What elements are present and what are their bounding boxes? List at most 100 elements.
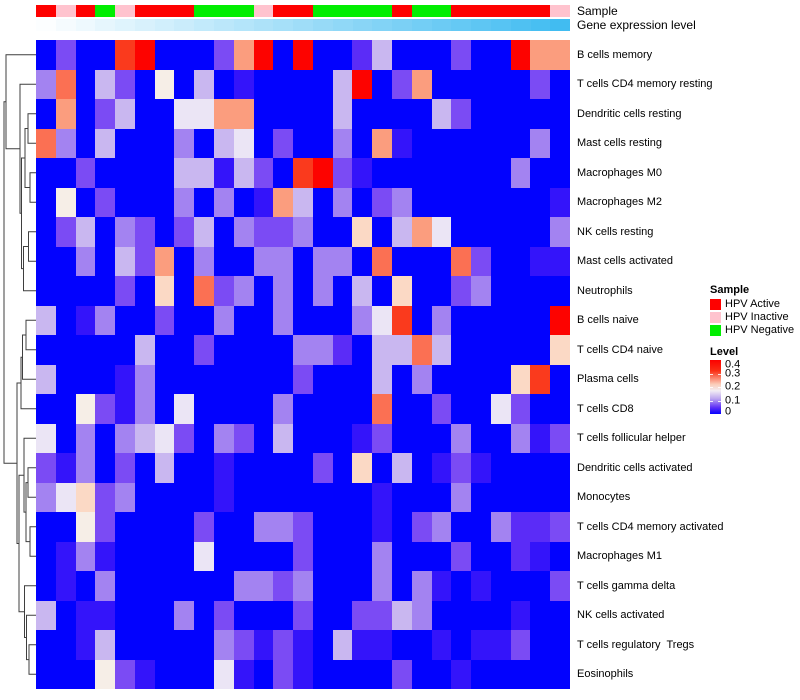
- heatmap-cell: [550, 630, 570, 660]
- heatmap-cell: [431, 512, 452, 542]
- heatmap-cell: [490, 423, 511, 453]
- heatmap-cell: [273, 600, 294, 630]
- heatmap-cell: [431, 276, 452, 306]
- heatmap-cell: [55, 630, 76, 660]
- expression-annotation-cell: [510, 19, 531, 31]
- heatmap-cell: [253, 630, 274, 660]
- sample-annotation-cell: [55, 5, 76, 17]
- heatmap-cell: [55, 99, 76, 129]
- heatmap-cell: [372, 128, 392, 158]
- heatmap-cell: [174, 453, 195, 483]
- heatmap-cell: [451, 541, 472, 571]
- heatmap-cell: [115, 187, 135, 217]
- heatmap-cell: [352, 187, 373, 217]
- heatmap-cell: [431, 40, 452, 70]
- heatmap-cell: [451, 482, 472, 512]
- row-label: Dendritic cells resting: [577, 107, 682, 120]
- heatmap-cell: [550, 305, 570, 335]
- heatmap-cell: [273, 246, 294, 276]
- heatmap-cell: [451, 512, 472, 542]
- level-tick-label: 0.1: [725, 394, 741, 406]
- heatmap-cell: [392, 128, 412, 158]
- row-label: T cells CD8: [577, 402, 634, 415]
- heatmap-cell: [194, 158, 214, 188]
- row-label: Macrophages M1: [577, 550, 662, 563]
- heatmap-cell: [95, 630, 116, 660]
- heatmap-cell: [95, 423, 116, 453]
- heatmap-cell: [115, 128, 135, 158]
- heatmap-cell: [312, 276, 333, 306]
- heatmap-cell: [214, 128, 234, 158]
- heatmap-cell: [550, 335, 570, 365]
- heatmap-cell: [332, 128, 353, 158]
- heatmap-cell: [312, 512, 333, 542]
- heatmap-cell: [253, 246, 274, 276]
- heatmap-cell: [233, 541, 254, 571]
- legend-level-title: Level: [710, 346, 739, 358]
- row-label: T cells regulatory Tregs: [577, 638, 695, 651]
- level-colorbar-wrap: 0.4 0.3 0.2 0.1 0: [710, 358, 770, 417]
- sample-annotation-cell: [510, 5, 531, 17]
- heatmap-cell: [55, 571, 76, 601]
- heatmap-cell: [332, 482, 353, 512]
- heatmap-cell: [510, 364, 531, 394]
- heatmap-cell: [95, 276, 116, 306]
- heatmap-cell: [372, 630, 392, 660]
- heatmap-cell: [411, 541, 432, 571]
- heatmap-cell: [253, 158, 274, 188]
- heatmap-cell: [194, 659, 214, 689]
- heatmap-cell: [451, 158, 472, 188]
- heatmap-cell: [490, 40, 511, 70]
- heatmap-cell: [293, 630, 313, 660]
- heatmap-cell: [471, 453, 491, 483]
- heatmap-cell: [352, 541, 373, 571]
- heatmap-cell: [490, 217, 511, 247]
- heatmap-cell: [273, 630, 294, 660]
- heatmap-cell: [55, 128, 76, 158]
- heatmap-cell: [75, 40, 96, 70]
- heatmap-cell: [411, 600, 432, 630]
- heatmap-cell: [115, 335, 135, 365]
- heatmap-cell: [411, 305, 432, 335]
- row-label: Mast cells resting: [577, 137, 662, 150]
- heatmap-cell: [550, 99, 570, 129]
- heatmap-cell: [392, 571, 412, 601]
- heatmap-cell: [332, 69, 353, 99]
- heatmap-cell: [312, 335, 333, 365]
- sample-annotation-cell: [134, 5, 155, 17]
- level-tick-label: 0.4: [725, 358, 741, 371]
- heatmap-cell: [510, 571, 531, 601]
- heatmap-cell: [332, 394, 353, 424]
- heatmap-cell: [352, 600, 373, 630]
- sample-annotation-cell: [253, 5, 274, 17]
- heatmap-cell: [490, 482, 511, 512]
- heatmap-cell: [510, 246, 531, 276]
- heatmap-cell: [411, 659, 432, 689]
- heatmap-cell: [293, 600, 313, 630]
- heatmap-cell: [312, 482, 333, 512]
- heatmap-cell: [471, 335, 491, 365]
- heatmap-cell: [75, 335, 96, 365]
- heatmap-cell: [154, 482, 175, 512]
- heatmap-cell: [75, 630, 96, 660]
- heatmap-cell: [352, 69, 373, 99]
- heatmap-cell: [293, 187, 313, 217]
- heatmap-cell: [75, 246, 96, 276]
- heatmap-cell: [431, 571, 452, 601]
- sample-annotation-cell: [372, 5, 393, 17]
- heatmap-cell: [36, 276, 56, 306]
- heatmap-cell: [510, 423, 531, 453]
- heatmap-cell: [372, 69, 392, 99]
- heatmap-cell: [312, 158, 333, 188]
- heatmap-cell: [332, 305, 353, 335]
- heatmap-cell: [253, 305, 274, 335]
- heatmap-cell: [530, 659, 551, 689]
- heatmap-cell: [233, 571, 254, 601]
- heatmap-cell: [115, 246, 135, 276]
- heatmap-cell: [332, 600, 353, 630]
- level-colorbar: [710, 360, 721, 414]
- heatmap-cell: [530, 276, 551, 306]
- heatmap-cell: [550, 364, 570, 394]
- heatmap-cell: [293, 571, 313, 601]
- expression-annotation-cell: [253, 19, 274, 31]
